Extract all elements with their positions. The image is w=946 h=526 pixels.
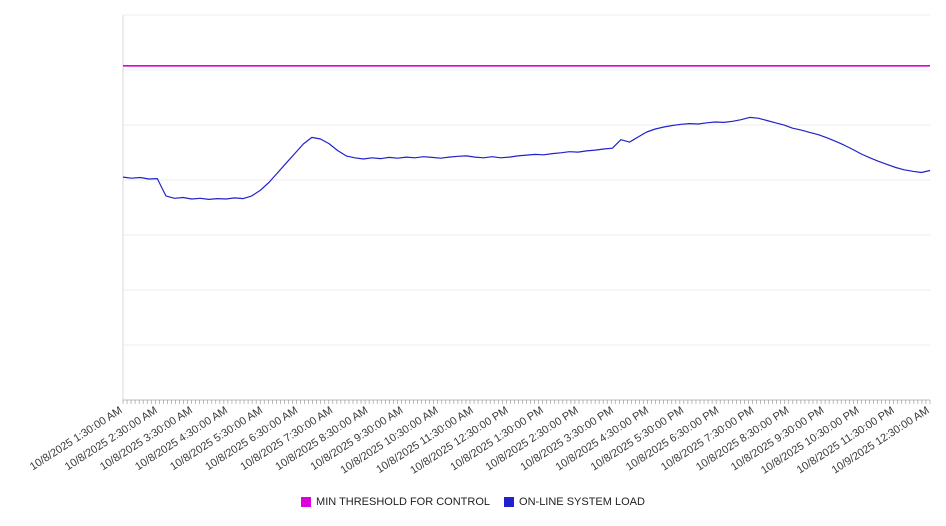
load-legend-swatch (504, 497, 515, 507)
threshold-legend-swatch (301, 497, 312, 507)
load-legend-label: ON-LINE SYSTEM LOAD (519, 496, 645, 508)
chart-legend: MIN THRESHOLD FOR CONTROL ON-LINE SYSTEM… (0, 496, 946, 508)
threshold-legend-label: MIN THRESHOLD FOR CONTROL (316, 496, 491, 508)
legend-item-min-threshold[interactable]: MIN THRESHOLD FOR CONTROL (301, 496, 490, 508)
load-line (122, 116, 931, 200)
legend-item-system-load[interactable]: ON-LINE SYSTEM LOAD (504, 496, 645, 508)
